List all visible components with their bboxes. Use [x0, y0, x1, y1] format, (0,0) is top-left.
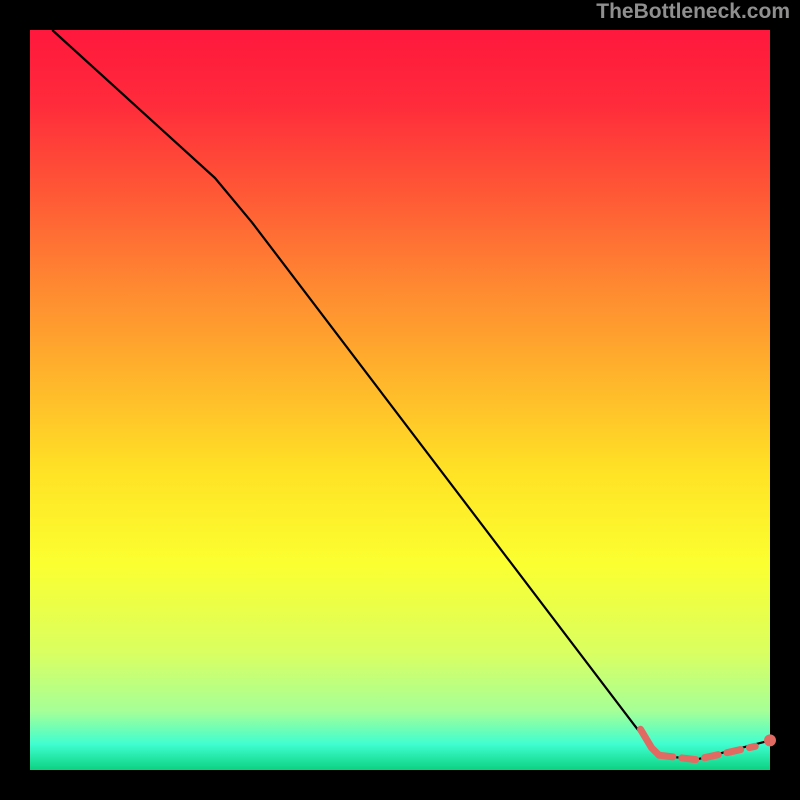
chart-canvas: { "watermark": { "text": "TheBottleneck.…: [0, 0, 800, 800]
chart-svg: [0, 0, 800, 800]
watermark-text: TheBottleneck.com: [596, 0, 790, 24]
end-marker: [764, 734, 776, 746]
plot-background: [30, 30, 770, 770]
